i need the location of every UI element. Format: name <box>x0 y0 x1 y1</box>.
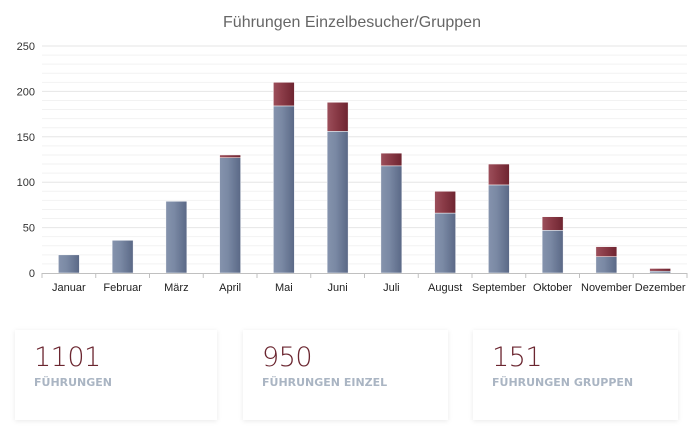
bar-einzel <box>649 270 671 274</box>
y-tick-label: 150 <box>17 132 35 144</box>
stacked-bar-chart: Führungen Einzelbesucher/Gruppen 0 50 100 1… <box>17 14 688 294</box>
bar-einzel <box>488 184 510 274</box>
bar-einzel <box>380 165 403 274</box>
x-tick-label: Dezember <box>635 282 686 294</box>
bar-einzel <box>219 157 241 274</box>
stat-card-einzel: 950 FÜHRUNGEN EINZEL <box>243 330 448 420</box>
stat-label: FÜHRUNGEN GRUPPEN <box>492 376 634 389</box>
bar-einzel <box>326 131 349 274</box>
x-tick-label: September <box>472 282 526 294</box>
bar-gruppen <box>649 268 671 272</box>
y-tick-label: 250 <box>17 41 35 53</box>
y-tick-label: 100 <box>17 177 35 189</box>
y-tick-label: 200 <box>17 86 35 98</box>
bar-einzel <box>595 256 618 274</box>
bar-einzel <box>111 240 134 274</box>
x-tick-label: Juli <box>383 282 400 294</box>
bar-gruppen <box>326 102 349 132</box>
chart-title: Führungen Einzelbesucher/Gruppen <box>223 14 481 31</box>
stat-value: 1101 <box>34 342 101 373</box>
y-tick-label: 50 <box>23 223 35 235</box>
bar-einzel <box>541 230 564 274</box>
bar-gruppen <box>219 154 241 158</box>
x-tick-label: März <box>164 282 188 294</box>
y-tick-label: 0 <box>29 268 35 280</box>
bar-gruppen <box>273 82 295 107</box>
bar-gruppen <box>380 152 403 167</box>
bar-gruppen <box>595 246 618 257</box>
bar-gruppen <box>541 216 564 231</box>
x-tick-label: April <box>219 282 241 294</box>
stat-value: 151 <box>492 342 543 373</box>
bar-einzel <box>58 254 80 274</box>
x-tick-label: Februar <box>103 282 142 294</box>
x-tick-label: Juni <box>328 282 348 294</box>
x-tick-label: November <box>581 282 632 294</box>
bar-einzel <box>273 105 295 274</box>
x-tick-label: Oktober <box>533 282 572 294</box>
bar-gruppen <box>434 191 456 214</box>
x-tick-label: August <box>428 282 462 294</box>
stat-label: FÜHRUNGEN <box>34 376 113 389</box>
bar-einzel <box>165 201 188 274</box>
stat-card-total: 1101 FÜHRUNGEN <box>15 330 217 420</box>
x-tick-label: Januar <box>52 282 86 294</box>
stat-value: 950 <box>262 342 313 373</box>
stat-label: FÜHRUNGEN EINZEL <box>262 376 388 389</box>
x-tick-label: Mai <box>275 282 293 294</box>
bar-einzel <box>434 212 456 274</box>
bar-gruppen <box>488 163 510 186</box>
stat-card-gruppen: 151 FÜHRUNGEN GRUPPEN <box>473 330 678 420</box>
